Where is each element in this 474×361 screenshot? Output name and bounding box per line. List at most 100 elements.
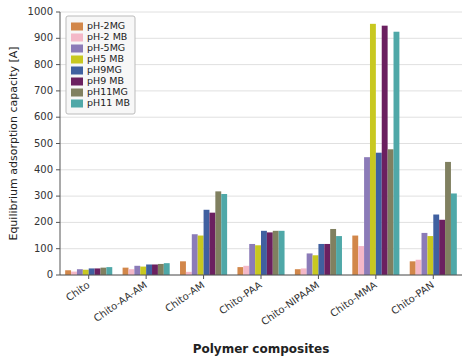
y-tick <box>56 169 60 170</box>
grid-line <box>60 169 462 170</box>
grid-line <box>60 143 462 144</box>
bar <box>180 261 186 275</box>
bar <box>279 231 285 275</box>
bar <box>237 267 243 275</box>
y-tick-label: 500 <box>34 138 53 149</box>
axes <box>60 12 462 275</box>
legend-label: pH11MG <box>87 86 128 97</box>
bar <box>255 245 261 275</box>
legend-swatch <box>71 23 83 31</box>
legend-label: pH-5MG <box>87 42 125 53</box>
bar <box>100 268 106 275</box>
legend-swatch <box>71 56 83 64</box>
bar <box>134 266 140 275</box>
y-tick <box>56 90 60 91</box>
x-tick <box>88 275 89 279</box>
bar <box>394 32 400 275</box>
bar <box>433 215 439 275</box>
x-tick <box>146 275 147 279</box>
x-tick-label: Chito-NIPAAM <box>259 279 321 327</box>
y-tick <box>56 248 60 249</box>
y-tick <box>56 12 60 13</box>
x-tick-label: Chito-PAA <box>217 279 264 316</box>
x-ticks: ChitoChito-AA-AM Chito-AM Chito-PAAChito-N… <box>64 275 436 327</box>
bar <box>364 157 370 275</box>
y-tick <box>56 143 60 144</box>
legend-label: pH5 MB <box>87 53 124 64</box>
y-tick-label: 700 <box>34 85 53 96</box>
bar <box>249 244 255 275</box>
bar <box>83 270 89 275</box>
bar <box>152 264 158 275</box>
bar <box>128 269 134 275</box>
y-axis-line <box>60 12 61 275</box>
x-tick-label: Chito <box>64 279 92 303</box>
bar <box>307 253 313 275</box>
legend: pH-2MGpH-2 MBpH-5MGpH5 MBpH9MGpH9 MBpH11… <box>66 16 135 114</box>
bar <box>209 213 215 275</box>
y-tick-label: 100 <box>34 243 53 254</box>
series <box>65 236 415 275</box>
legend-box <box>66 16 135 114</box>
x-tick-label: Chito-AA-AM <box>92 279 149 324</box>
bar <box>146 264 152 275</box>
bar <box>273 231 279 275</box>
y-ticks: 01002003004005006007008009001000 <box>28 6 60 280</box>
legend-swatch <box>71 100 83 108</box>
bar <box>324 244 330 275</box>
bar <box>77 269 83 275</box>
x-tick <box>261 275 262 279</box>
bar <box>65 270 71 275</box>
bar <box>376 153 382 275</box>
series <box>106 32 456 275</box>
bar <box>123 268 129 275</box>
x-tick-label: Chito-AM <box>163 279 206 314</box>
bar <box>422 233 428 275</box>
bar <box>382 26 388 275</box>
bar <box>301 268 307 275</box>
bar <box>445 162 451 275</box>
legend-label: pH11 MB <box>87 97 130 108</box>
legend-swatch <box>71 67 83 75</box>
legend-label: pH9MG <box>87 64 122 75</box>
bar <box>243 266 249 275</box>
y-tick-label: 200 <box>34 216 53 227</box>
y-tick <box>56 222 60 223</box>
grid-line <box>60 117 462 118</box>
bar <box>267 232 273 275</box>
y-tick <box>56 117 60 118</box>
x-axis-label: Polymer composites <box>193 342 330 356</box>
bar <box>313 255 319 275</box>
y-axis-label: Equilibrium adsorption capacity [A] <box>7 46 20 240</box>
bar <box>198 236 204 275</box>
grid <box>60 12 462 275</box>
bar <box>451 193 457 275</box>
bar <box>352 236 358 275</box>
bar <box>388 149 394 275</box>
x-tick <box>203 275 204 279</box>
bar <box>330 229 336 275</box>
bar <box>140 267 146 275</box>
bars <box>65 24 457 275</box>
x-tick-label: Chito-MMA <box>328 279 379 319</box>
chart: 01002003004005006007008009001000ChitoChi… <box>0 0 474 361</box>
bar <box>261 231 267 275</box>
y-tick-label: 300 <box>34 190 53 201</box>
legend-swatch <box>71 89 83 97</box>
bar <box>106 267 112 275</box>
y-tick-label: 800 <box>34 59 53 70</box>
y-tick-label: 900 <box>34 32 53 43</box>
x-tick <box>318 275 319 279</box>
y-tick <box>56 275 60 276</box>
x-tick <box>375 275 376 279</box>
legend-swatch <box>71 78 83 86</box>
y-tick-label: 1000 <box>28 6 53 17</box>
bar <box>370 24 376 275</box>
x-tick-label: Chito-PAN <box>389 279 436 316</box>
legend-label: pH9 MB <box>87 75 124 86</box>
y-tick <box>56 38 60 39</box>
bar <box>410 261 416 275</box>
y-tick-label: 400 <box>34 164 53 175</box>
legend-swatch <box>71 34 83 42</box>
bar <box>336 236 342 275</box>
